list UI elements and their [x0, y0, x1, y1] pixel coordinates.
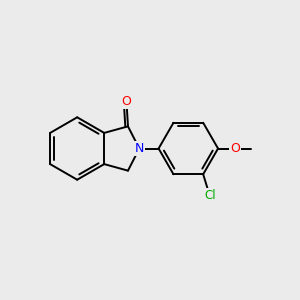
Text: O: O: [122, 95, 131, 109]
Text: O: O: [230, 142, 240, 155]
Text: Cl: Cl: [204, 189, 215, 202]
Text: N: N: [135, 142, 144, 155]
